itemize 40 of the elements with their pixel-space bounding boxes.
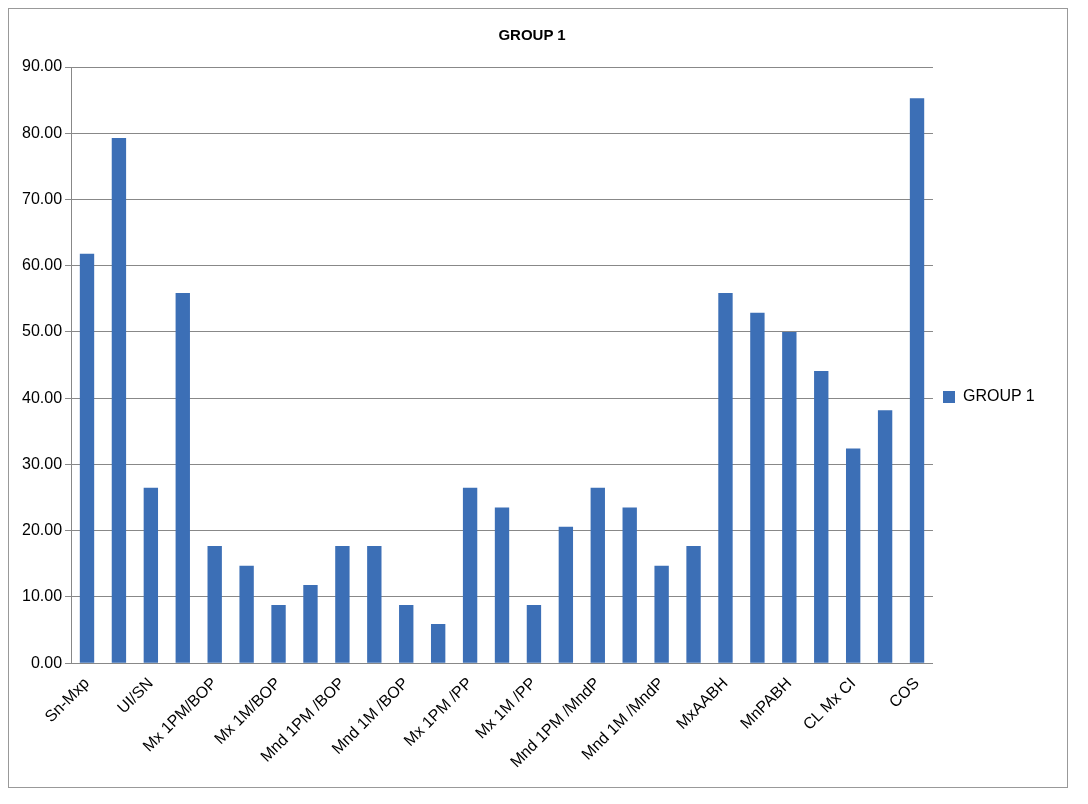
legend-label: GROUP 1	[962, 387, 1035, 405]
bar	[303, 585, 318, 663]
bar	[494, 507, 510, 663]
bar	[143, 487, 159, 663]
bar	[111, 137, 127, 663]
bar	[239, 565, 254, 663]
bar	[430, 624, 446, 663]
y-tick-label: 90.00	[21, 57, 63, 75]
y-tick-label: 80.00	[21, 123, 63, 141]
bar	[367, 545, 382, 663]
y-tick-label: 0.00	[30, 653, 63, 671]
bar	[462, 487, 478, 663]
x-tick-label: CL Mx CI	[799, 674, 859, 733]
bar	[271, 604, 286, 663]
bar	[558, 526, 574, 663]
bar	[782, 331, 797, 663]
bar	[654, 565, 669, 663]
y-tick-label: 60.00	[21, 256, 63, 274]
bar	[79, 253, 95, 663]
bar	[877, 410, 893, 663]
y-tick-label: 40.00	[21, 388, 63, 406]
y-tick-label: 70.00	[21, 189, 63, 207]
y-tick-label: 30.00	[21, 454, 63, 472]
y-tick-label: 50.00	[21, 322, 63, 340]
bar	[399, 604, 414, 663]
bar	[175, 292, 190, 663]
chart-title: GROUP 1	[498, 26, 566, 44]
bar	[590, 487, 605, 663]
bar	[686, 545, 701, 663]
bar	[622, 507, 637, 663]
bar	[335, 545, 350, 663]
bar	[750, 312, 765, 663]
bar	[207, 545, 222, 663]
y-tick-label: 20.00	[21, 521, 63, 539]
bar	[845, 448, 861, 663]
y-tick-label: 10.00	[21, 587, 63, 605]
bar	[718, 292, 733, 663]
bar	[526, 604, 542, 663]
bar	[814, 371, 829, 663]
bar	[909, 98, 925, 663]
